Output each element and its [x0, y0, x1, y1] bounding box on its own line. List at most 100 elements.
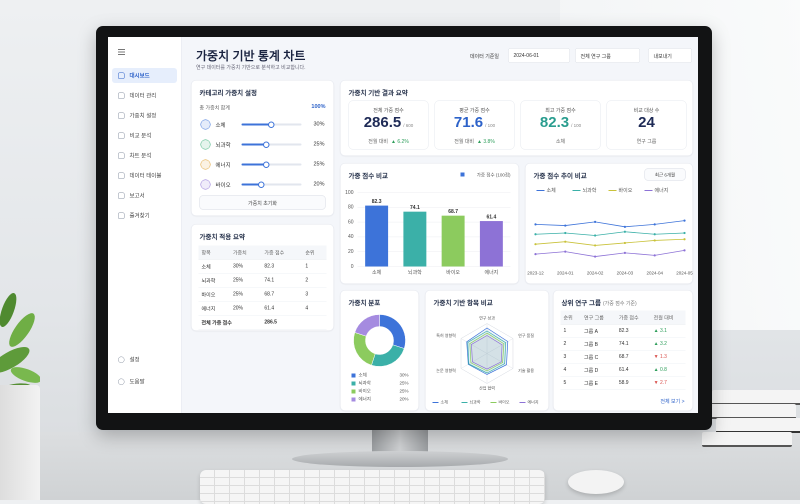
date-picker[interactable]: 2024-06-01 [508, 48, 570, 63]
series-point [594, 255, 597, 258]
menu-item[interactable]: 즐겨찾기 [112, 208, 177, 223]
legend-label: 가중 점수 (100점) [476, 172, 511, 178]
x-tick-label: 2023-12 [527, 271, 544, 276]
book [706, 404, 796, 419]
legend-swatch [460, 172, 465, 177]
table-cell: 그룹 D [581, 363, 616, 377]
menu-icon [118, 212, 125, 219]
slider-knob [263, 141, 270, 148]
book [712, 390, 800, 405]
card-title-row: 상위 연구 그룹 (가중 점수 기준) [562, 298, 637, 308]
menu-label: 가중치 설정 [129, 113, 157, 119]
donut-segment [371, 344, 405, 367]
x-tick-label: 2024-03 [617, 271, 634, 276]
radar-axis-label: 특허 영향력 [436, 332, 456, 338]
series-point [534, 223, 537, 226]
slider-track[interactable] [241, 121, 302, 128]
menu-item[interactable]: 가중치 설정 [112, 108, 177, 123]
series-line [535, 249, 685, 257]
menu-item[interactable]: 데이터 관리 [112, 88, 177, 103]
series-point [623, 225, 626, 228]
slider-track[interactable] [241, 161, 302, 168]
kpi-label: 평균 가중 점수 [459, 108, 490, 114]
monitor-base [292, 451, 508, 467]
card-title: 가중치 기반 결과 요약 [348, 89, 408, 97]
kpi-note-row: 전월 대비 ▲ 3.8% [435, 137, 514, 145]
table-cell: 61.4 [261, 301, 303, 316]
kpi-label: 비교 대상 수 [633, 108, 660, 114]
table-cell: 3 [302, 287, 327, 302]
menu-item[interactable]: 데이터 테이블 [112, 168, 177, 183]
series-point [653, 239, 656, 242]
series-point [653, 223, 656, 226]
kpi-value-row: 24 [607, 114, 686, 131]
table-cell: 3 [560, 350, 582, 364]
bar-chart: 0 20 40 60 80 100 82.3 소체 74.1 뇌과학 68.7 바이오 61.4 에너지 [345, 190, 511, 276]
menu-item[interactable]: 비교 분석 [112, 128, 177, 143]
table-cell: 4 [302, 301, 327, 316]
table-row: 3 그룹 C 68.7 ▼ 1.3 [560, 350, 686, 364]
legend-swatch [351, 373, 356, 378]
menu-toggle[interactable] [118, 51, 125, 53]
slider-fill [241, 121, 275, 128]
menu-toggle[interactable] [118, 49, 125, 50]
kpi-note: 연구 그룹 [636, 139, 657, 145]
value-label: 61.4 [487, 214, 497, 220]
series-point [623, 241, 626, 245]
ranking-table: 순위 연구 그룹 가중 점수 전월 대비 1 그룹 A 82.3 ▲ 3.1 2 그룹 B 74.1… [560, 310, 686, 390]
series-line [535, 231, 685, 236]
radar-spoke [460, 353, 488, 369]
menu-item[interactable]: 차트 분석 [112, 148, 177, 163]
menu-item[interactable]: 설정 [112, 352, 177, 367]
x-tick-label: 바이오 [446, 269, 460, 276]
menu-icon [118, 112, 125, 119]
y-tick-label: 100 [345, 190, 354, 196]
menu-icon [118, 72, 125, 79]
legend-label: 바이오 [499, 399, 510, 405]
card-title: 상위 연구 그룹 [561, 299, 601, 307]
kpi-box: 평균 가중 점수 71.6/ 100 전월 대비 ▲ 3.8% [434, 100, 515, 150]
radar-axis-label: 논문 영향력 [436, 367, 456, 373]
series-point [594, 244, 597, 247]
slider-fill [241, 141, 270, 148]
table-cell: 그룹 A [581, 324, 616, 338]
menu-item[interactable]: 보고서 [112, 188, 177, 203]
series-point [564, 250, 567, 253]
slider-track[interactable] [241, 181, 302, 188]
column-header: 항목 [198, 245, 230, 260]
kpi-note: 전월 대비 [368, 139, 389, 145]
radar-axis-label: 연구 품질 [518, 332, 534, 338]
table-cell: 1 [302, 259, 327, 274]
table-cell: 82.3 [261, 259, 303, 274]
menu-label: 보고서 [129, 193, 145, 199]
group-select[interactable]: 전체 연구 그룹 [575, 48, 640, 63]
radar-axis-label: 기술 활용 [518, 367, 534, 373]
period-select[interactable]: 최근 6개월 [644, 168, 686, 181]
weight-value: 25% [313, 141, 325, 147]
legend-label: 소체 [547, 187, 557, 194]
menu-item[interactable]: 대시보드 [112, 68, 177, 83]
menu-toggle[interactable] [118, 54, 125, 55]
reset-button[interactable]: 가중치 초기화 [199, 195, 326, 210]
slider-fill [241, 181, 265, 188]
menu-item[interactable]: 도움말 [112, 374, 177, 389]
slider-track[interactable] [241, 141, 302, 148]
table-cell: 1 [560, 324, 582, 338]
weight-name: 에너지 [215, 162, 231, 169]
series-point [683, 249, 686, 252]
export-button[interactable]: 내보내기 [648, 48, 692, 63]
kpi-box: 비교 대상 수 24 연구 그룹 [606, 100, 687, 150]
table-row: 2 그룹 B 74.1 ▲ 3.2 [560, 337, 686, 351]
line-chart-card: 가중 점수 추이 비교 최근 6개월 소체 뇌과학 바이오 에너지 2023-12 2024-… [525, 163, 693, 284]
view-all-link[interactable]: 전체 보기 > [660, 399, 685, 405]
table-cell: 61.4 [615, 363, 651, 377]
table-row: 뇌과학 25% 74.1 2 [198, 273, 327, 288]
page-title: 가중치 기반 통계 차트 [196, 49, 306, 64]
table-cell: 에너지 [198, 301, 230, 316]
table-row: 4 그룹 D 61.4 ▲ 0.8 [560, 363, 686, 377]
weight-value: 25% [313, 161, 325, 167]
value-label: 82.3 [372, 199, 382, 205]
table-cell: 25% [229, 287, 262, 302]
